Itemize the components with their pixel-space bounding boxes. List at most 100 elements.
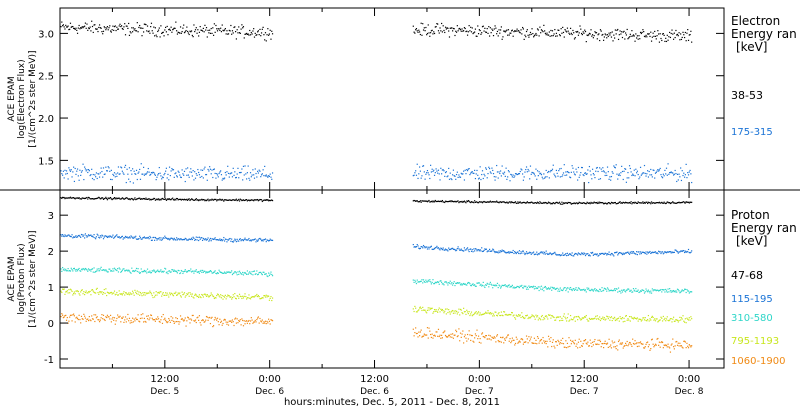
data-point-38-53 — [630, 35, 632, 37]
data-point-47-68 — [498, 202, 500, 204]
data-point-310-580 — [414, 279, 416, 281]
data-point-310-580 — [69, 269, 71, 272]
data-point-38-53 — [514, 30, 516, 32]
data-point-795-1193 — [157, 292, 159, 294]
data-point-795-1193 — [73, 292, 75, 295]
data-point-38-53 — [263, 34, 265, 36]
data-point-795-1193 — [171, 293, 173, 295]
data-point-310-580 — [494, 285, 496, 287]
data-point-47-68 — [503, 201, 505, 203]
data-point-175-315 — [455, 173, 458, 176]
data-point-38-53 — [155, 34, 157, 36]
data-point-1060-1900 — [91, 318, 94, 320]
data-point-115-195 — [418, 248, 421, 250]
data-point-310-580 — [435, 282, 437, 284]
data-point-1060-1900 — [518, 340, 521, 342]
data-point-115-195 — [418, 247, 420, 249]
data-point-47-68 — [540, 202, 543, 204]
data-point-1060-1900 — [591, 345, 593, 348]
data-point-795-1193 — [577, 319, 579, 321]
data-point-310-580 — [234, 271, 236, 273]
data-point-115-195 — [108, 236, 110, 238]
data-point-115-195 — [199, 238, 201, 240]
data-point-175-315 — [573, 171, 575, 173]
data-point-175-315 — [62, 170, 64, 172]
data-point-310-580 — [69, 270, 72, 272]
data-point-115-195 — [86, 236, 88, 238]
data-point-1060-1900 — [552, 339, 554, 341]
data-point-38-53 — [62, 24, 64, 26]
data-point-38-53 — [477, 33, 480, 35]
data-point-1060-1900 — [138, 320, 140, 322]
data-point-115-195 — [249, 240, 251, 242]
data-point-310-580 — [607, 288, 609, 290]
data-point-310-580 — [507, 286, 509, 288]
data-point-310-580 — [501, 284, 503, 286]
data-point-795-1193 — [653, 319, 655, 321]
data-point-795-1193 — [151, 294, 153, 297]
data-point-795-1193 — [500, 311, 502, 313]
data-point-115-195 — [455, 249, 458, 251]
data-point-310-580 — [493, 284, 495, 286]
data-point-38-53 — [580, 32, 583, 35]
data-point-115-195 — [596, 253, 598, 255]
data-point-115-195 — [110, 236, 112, 238]
data-point-795-1193 — [640, 320, 642, 322]
data-point-47-68 — [238, 200, 241, 202]
data-point-1060-1900 — [430, 336, 432, 339]
data-point-115-195 — [80, 236, 82, 238]
data-point-795-1193 — [236, 295, 238, 297]
data-point-38-53 — [84, 25, 86, 27]
data-point-38-53 — [228, 29, 230, 32]
data-point-115-195 — [190, 238, 192, 241]
data-point-310-580 — [60, 268, 62, 270]
data-point-175-315 — [526, 171, 528, 173]
data-point-115-195 — [95, 238, 97, 240]
data-point-115-195 — [497, 252, 499, 254]
data-point-795-1193 — [581, 317, 583, 319]
data-point-115-195 — [130, 235, 132, 237]
data-point-115-195 — [87, 235, 89, 237]
data-point-310-580 — [575, 287, 577, 289]
data-point-1060-1900 — [214, 316, 216, 319]
data-point-38-53 — [597, 34, 599, 36]
data-point-115-195 — [675, 249, 677, 251]
data-point-310-580 — [690, 291, 692, 293]
data-point-38-53 — [588, 32, 591, 35]
data-point-1060-1900 — [632, 338, 634, 340]
data-point-795-1193 — [533, 315, 535, 317]
data-point-310-580 — [651, 288, 653, 290]
data-point-175-315 — [673, 173, 675, 175]
data-point-47-68 — [583, 202, 585, 204]
data-point-795-1193 — [496, 315, 499, 317]
data-point-115-195 — [639, 253, 641, 255]
data-point-38-53 — [232, 32, 234, 34]
data-point-47-68 — [464, 201, 466, 203]
data-point-310-580 — [538, 289, 540, 292]
data-point-47-68 — [157, 199, 159, 201]
data-point-47-68 — [623, 202, 625, 204]
data-point-175-315 — [580, 172, 582, 174]
data-point-310-580 — [98, 270, 101, 272]
data-point-47-68 — [195, 198, 197, 200]
data-point-38-53 — [144, 23, 146, 25]
data-point-115-195 — [94, 237, 96, 239]
data-point-310-580 — [642, 289, 644, 291]
data-point-795-1193 — [502, 315, 504, 317]
data-point-1060-1900 — [183, 319, 186, 321]
data-point-1060-1900 — [103, 318, 105, 321]
data-point-1060-1900 — [469, 334, 471, 336]
data-point-47-68 — [676, 202, 679, 204]
data-point-38-53 — [182, 27, 184, 29]
data-point-795-1193 — [216, 293, 219, 295]
data-point-795-1193 — [477, 312, 479, 314]
data-point-1060-1900 — [491, 336, 493, 338]
data-point-47-68 — [266, 199, 268, 201]
data-point-38-53 — [589, 33, 591, 35]
data-point-1060-1900 — [117, 316, 120, 318]
data-point-1060-1900 — [413, 335, 415, 337]
data-point-38-53 — [140, 27, 142, 29]
data-point-47-68 — [533, 202, 535, 204]
data-point-115-195 — [444, 249, 446, 251]
data-point-115-195 — [589, 255, 591, 257]
